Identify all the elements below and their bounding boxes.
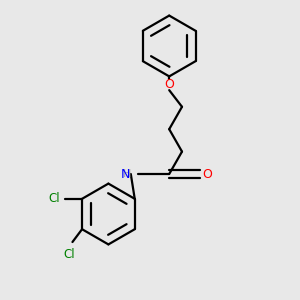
Text: Cl: Cl xyxy=(63,248,75,261)
Text: Cl: Cl xyxy=(48,192,60,205)
Text: O: O xyxy=(164,78,174,91)
Text: H: H xyxy=(122,169,131,179)
Text: N: N xyxy=(121,167,130,181)
Text: O: O xyxy=(202,167,212,181)
